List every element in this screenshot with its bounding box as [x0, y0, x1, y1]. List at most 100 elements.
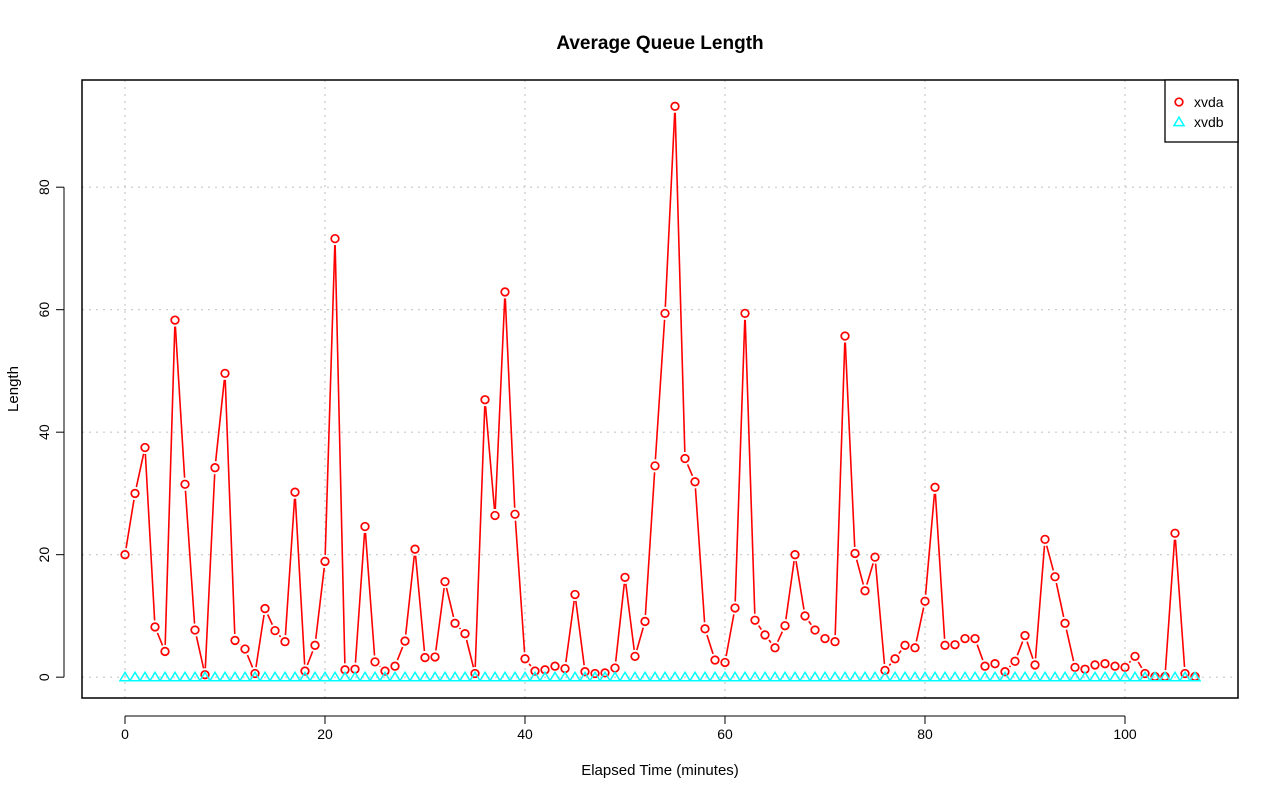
data-point [758, 670, 772, 682]
legend: xvda xvdb [1164, 79, 1239, 143]
series-line-segment [445, 587, 455, 618]
data-point [480, 395, 490, 405]
data-point [330, 233, 340, 244]
data-point [580, 667, 590, 677]
data-point [1060, 618, 1070, 628]
data-point [240, 644, 250, 654]
data-point [910, 643, 920, 653]
data-point [130, 488, 140, 499]
data-point [470, 668, 480, 679]
series-line-segment [795, 560, 805, 610]
data-point [830, 637, 840, 647]
series-line-segment [866, 563, 874, 585]
data-point [860, 586, 870, 596]
data-point [848, 670, 862, 682]
series-line-segment [575, 600, 585, 666]
series-line-segment [1008, 665, 1012, 668]
series-line-segment [744, 319, 756, 614]
axes: 0 20 40 60 80 100 0 20 40 60 80 [36, 179, 1137, 742]
series-line-segment [174, 326, 186, 478]
data-point [538, 670, 552, 682]
data-point [1050, 572, 1060, 582]
data-point [718, 670, 732, 682]
legend-label-xvda: xvda [1194, 94, 1224, 110]
data-point [678, 670, 692, 682]
data-point [358, 670, 372, 682]
data-point [460, 629, 470, 639]
series-line-segment [706, 634, 714, 655]
data-point [338, 670, 352, 682]
data-point [558, 670, 572, 682]
data-point [890, 654, 900, 664]
data-point [998, 670, 1012, 682]
data-point [370, 657, 380, 667]
data-point [1168, 670, 1182, 682]
data-point [210, 463, 220, 473]
data-point [908, 670, 922, 682]
series-line-segment [565, 600, 575, 663]
series-line-segment [474, 406, 486, 668]
data-point [688, 670, 702, 682]
series-line-segment [1026, 641, 1034, 660]
series-line-segment [915, 607, 925, 642]
data-point [1028, 670, 1042, 682]
data-point [188, 670, 202, 682]
data-point [478, 670, 492, 682]
data-point [768, 670, 782, 682]
data-point [208, 670, 222, 682]
data-point [1140, 668, 1150, 679]
data-point [428, 670, 442, 682]
data-point [950, 640, 960, 650]
data-point [730, 603, 740, 613]
series-line-segment [164, 326, 176, 645]
series-line-segment [255, 614, 265, 668]
data-point [638, 670, 652, 682]
data-point [618, 670, 632, 682]
series-line-segment [204, 474, 216, 669]
data-point [378, 670, 392, 682]
y-tick-label: 20 [36, 547, 52, 563]
data-point [308, 670, 322, 682]
data-point [268, 670, 282, 682]
data-point [820, 633, 830, 644]
data-point [238, 670, 252, 682]
data-point [778, 670, 792, 682]
data-point [918, 670, 932, 682]
series-line-segment [768, 639, 772, 644]
series-line-segment [776, 631, 784, 643]
data-point [1070, 662, 1080, 673]
data-point [948, 670, 962, 682]
series-line-segment [294, 498, 306, 665]
series-line-segment [458, 627, 462, 630]
data-point [180, 479, 190, 489]
series-line-segment [284, 498, 296, 636]
data-point [128, 670, 142, 682]
data-point [930, 482, 940, 492]
data-point [978, 670, 992, 682]
data-point [140, 442, 150, 453]
data-point [1088, 670, 1102, 682]
data-point [988, 670, 1002, 682]
data-point [278, 670, 292, 682]
series-line-segment [266, 614, 274, 626]
series-line-segment [757, 625, 763, 630]
data-point [348, 670, 362, 682]
data-point [120, 550, 130, 560]
series-line-segment [734, 319, 746, 602]
series-line-segment [834, 342, 846, 636]
legend-label-xvdb: xvdb [1194, 114, 1224, 130]
data-point [250, 668, 260, 679]
series-line-segment [494, 298, 506, 510]
series-line-segment [125, 499, 135, 549]
series-line-segment [504, 298, 516, 508]
data-point [458, 670, 472, 682]
data-point [548, 670, 562, 682]
series-line-segment [396, 646, 404, 661]
data-point [728, 670, 742, 682]
x-tick-label: 20 [317, 726, 333, 742]
data-point [610, 663, 620, 673]
data-point [298, 670, 312, 682]
series-line-segment [306, 651, 314, 666]
data-point [708, 670, 722, 682]
